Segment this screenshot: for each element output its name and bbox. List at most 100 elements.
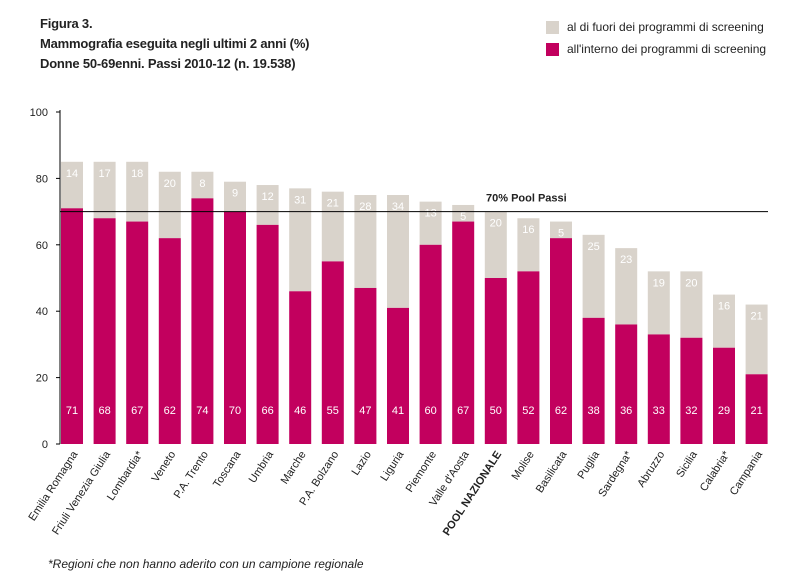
data-label-outside: 20 xyxy=(164,178,176,190)
data-label-inside: 36 xyxy=(620,405,632,417)
bar-outside-segment xyxy=(256,185,279,225)
bar-outside-segment xyxy=(452,204,475,222)
bar-inside-segment xyxy=(387,307,409,444)
data-label-inside: 66 xyxy=(261,405,273,417)
bar-outside-segment xyxy=(517,218,540,272)
x-category-label: Lazio xyxy=(350,449,374,478)
data-label-outside: 16 xyxy=(522,224,534,236)
data-label-outside: 21 xyxy=(750,311,762,323)
data-label-inside: 74 xyxy=(196,405,208,417)
bar-inside-segment xyxy=(745,374,768,444)
data-label-outside: 17 xyxy=(98,168,110,180)
bar-inside-segment xyxy=(647,334,670,444)
bar-inside-segment xyxy=(93,218,116,444)
data-label-outside: 12 xyxy=(261,191,273,203)
bar-inside-segment xyxy=(484,278,507,444)
data-label-inside: 62 xyxy=(164,405,176,417)
data-label-outside: 20 xyxy=(490,218,502,230)
x-category-label: Sicilia xyxy=(674,448,700,479)
data-label-inside: 47 xyxy=(359,405,371,417)
legend-item-inside: all'interno dei programmi di screening xyxy=(546,38,796,60)
x-category-label: Campania xyxy=(728,448,766,497)
data-label-inside: 71 xyxy=(66,405,78,417)
data-label-inside: 38 xyxy=(587,405,599,417)
bar-outside-segment xyxy=(550,221,572,239)
bar-outside-segment xyxy=(158,171,181,239)
data-label-inside: 46 xyxy=(294,405,306,417)
bar-outside-segment xyxy=(354,195,377,288)
legend-item-outside: al di fuori dei programmi di screening xyxy=(546,16,796,38)
x-category-label: Sardegna* xyxy=(596,449,635,500)
chart-heading: Figura 3. Mammografia eseguita negli ult… xyxy=(40,14,480,74)
chart-title: Mammografia eseguita negli ultimi 2 anni… xyxy=(40,36,310,51)
x-category-label: Veneto xyxy=(150,449,179,484)
x-category-label: Basilicata xyxy=(534,448,570,495)
bar-outside-segment xyxy=(615,248,638,325)
data-label-inside: 68 xyxy=(98,405,110,417)
x-category-label: Molise xyxy=(510,449,537,482)
bar-inside-segment xyxy=(321,261,344,444)
bar-inside-segment xyxy=(517,271,540,444)
x-category-label: Puglia xyxy=(575,448,602,481)
bar-inside-segment xyxy=(256,224,279,444)
data-label-outside: 28 xyxy=(359,201,371,213)
x-category-label: Liguria xyxy=(378,448,407,483)
x-category-label: Piemonte xyxy=(404,449,439,495)
legend-swatch-outside xyxy=(546,20,559,34)
x-category-label: Umbria xyxy=(247,448,277,485)
x-category-label: Abruzzo xyxy=(635,449,667,489)
bar-inside-segment xyxy=(224,211,246,444)
bar-inside-segment xyxy=(713,347,735,444)
data-label-inside: 41 xyxy=(392,405,404,417)
y-tick-label: 0 xyxy=(42,439,48,451)
bar-inside-segment xyxy=(680,337,703,444)
data-label-outside: 16 xyxy=(718,301,730,313)
bar-outside-segment xyxy=(387,195,409,308)
bar-outside-segment xyxy=(321,191,344,262)
data-label-outside: 5 xyxy=(460,211,466,223)
bar-outside-segment xyxy=(289,188,312,292)
data-label-inside: 67 xyxy=(131,405,143,417)
bar-inside-segment xyxy=(550,238,572,444)
bar-inside-segment xyxy=(419,244,442,444)
figure-label: Figura 3. xyxy=(40,16,93,31)
y-tick-label: 40 xyxy=(36,306,48,318)
data-label-outside: 20 xyxy=(685,277,697,289)
footnote: *Regioni che non hanno aderito con un ca… xyxy=(48,557,364,571)
x-category-label: Marche xyxy=(279,449,309,486)
bar-inside-segment xyxy=(126,221,149,444)
data-label-outside: 21 xyxy=(327,198,339,210)
reference-line-label: 70% Pool Passi xyxy=(486,193,567,205)
data-label-outside: 8 xyxy=(199,178,205,190)
bar-inside-segment xyxy=(354,287,377,444)
y-tick-label: 80 xyxy=(36,173,48,185)
legend-swatch-inside xyxy=(546,42,559,56)
bar-inside-segment xyxy=(191,198,214,444)
data-label-outside: 34 xyxy=(392,201,404,213)
bar-outside-segment xyxy=(680,271,703,338)
bar-outside-segment xyxy=(647,271,670,335)
data-label-outside: 9 xyxy=(232,188,238,200)
legend-label-outside: al di fuori dei programmi di screening xyxy=(567,20,764,34)
bar-outside-segment xyxy=(224,181,246,212)
bar-outside-segment xyxy=(93,161,116,219)
bar-inside-segment xyxy=(452,221,475,444)
x-category-label: POOL NAZIONALE xyxy=(441,449,505,538)
y-tick-label: 20 xyxy=(36,373,48,385)
bar-inside-segment xyxy=(615,324,638,444)
data-label-inside: 60 xyxy=(424,405,436,417)
data-label-outside: 14 xyxy=(66,168,78,180)
x-category-label: Calabria* xyxy=(698,448,733,493)
data-label-outside: 19 xyxy=(653,277,665,289)
data-label-outside: 18 xyxy=(131,168,143,180)
data-label-inside: 29 xyxy=(718,405,730,417)
bar-outside-segment xyxy=(126,161,149,222)
data-label-inside: 70 xyxy=(229,405,241,417)
bar-inside-segment xyxy=(158,238,181,444)
data-label-outside: 31 xyxy=(294,194,306,206)
data-label-outside: 13 xyxy=(424,208,436,220)
x-category-label: Toscana xyxy=(211,448,244,490)
bar-inside-segment xyxy=(582,317,605,444)
bar-outside-segment xyxy=(61,161,83,209)
